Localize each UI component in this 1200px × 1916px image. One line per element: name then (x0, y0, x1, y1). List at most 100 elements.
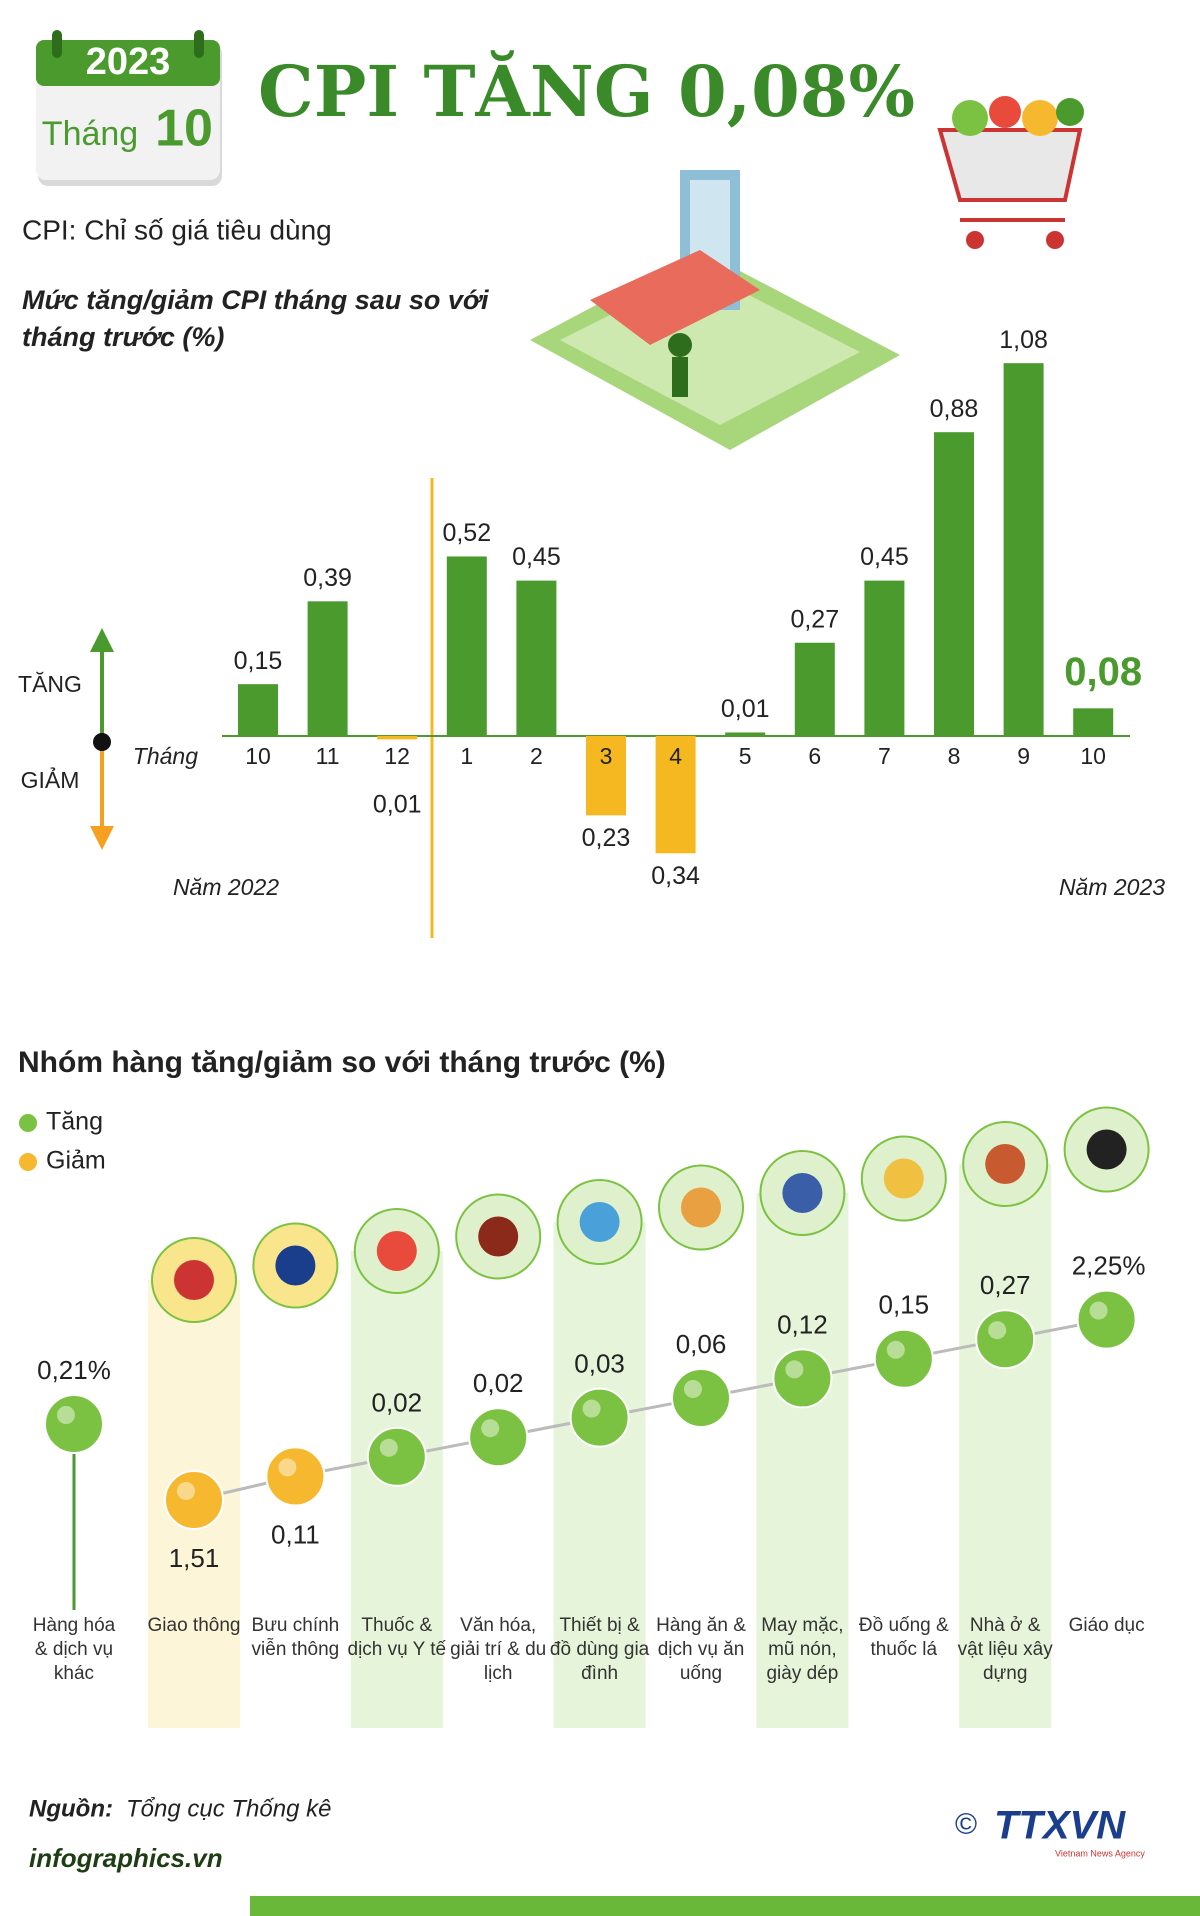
dot (366, 1426, 427, 1487)
period-label: Năm 2023 (1059, 874, 1165, 900)
subtitle: CPI: Chỉ số giá tiêu dùng (22, 214, 332, 245)
dot (671, 1368, 731, 1428)
category-label-box: Hàng hóa & dịch vụ khác (33, 1615, 115, 1684)
value-label: 0,27 (790, 605, 839, 633)
x-tick-label: 5 (739, 743, 752, 769)
dot (468, 1407, 529, 1468)
x-tick-label: 10 (1080, 743, 1106, 769)
legend-label: Tăng (46, 1108, 103, 1136)
agency: TTXVN (994, 1804, 1126, 1848)
value-label: 0,03 (574, 1348, 625, 1378)
x-tick-label: 6 (808, 743, 821, 769)
category-label: Văn hóa, giải trí & du lịch (450, 1615, 547, 1684)
dot (164, 1470, 224, 1530)
dot-highlight (988, 1321, 1007, 1340)
category-label-box: Bưu chính viễn thông (251, 1615, 340, 1660)
bar (238, 684, 278, 736)
category-icon-detail (478, 1216, 519, 1257)
down-arrow-head (90, 826, 114, 850)
category-icon-detail (376, 1231, 417, 1271)
value-label: 0,45 (860, 543, 909, 571)
column-highlight (959, 1164, 1052, 1728)
value-label: 0,08 (1064, 650, 1142, 694)
agency-sub: Vietnam News Agency (1055, 1848, 1145, 1858)
chart-title-box: Mức tăng/giảm CPI tháng sau so với tháng… (22, 285, 488, 352)
value-label: 0,01 (373, 791, 422, 819)
dot (772, 1348, 833, 1409)
x-tick-label: 7 (878, 743, 891, 769)
bar (655, 735, 696, 854)
dot-highlight (785, 1360, 804, 1379)
category-label-box: Thiết bị & đồ dùng gia đình (549, 1615, 650, 1684)
category-label-box: May mặc, mũ nón, giày dép (761, 1615, 843, 1684)
category-icon-detail (275, 1245, 316, 1286)
category-label-box: Nhà ở & vật liệu xây dựng (957, 1615, 1053, 1684)
value-label: 0,12 (777, 1309, 828, 1339)
up-label: TĂNG (18, 671, 82, 697)
store-illustration (530, 170, 900, 450)
category-label: Giao thông (147, 1615, 241, 1636)
column-highlight (756, 1193, 849, 1728)
dot-highlight (177, 1482, 195, 1500)
category-icon-detail (579, 1202, 620, 1242)
x-axis-label: Tháng (133, 743, 198, 769)
x-tick-label: 10 (245, 743, 271, 769)
value-label: 0,01 (721, 695, 770, 723)
dot-highlight (582, 1399, 601, 1418)
dot (265, 1446, 326, 1507)
cart-illustration (937, 96, 1084, 249)
category-icon-detail (883, 1158, 924, 1199)
source-label: Nguồn: (29, 1795, 113, 1822)
category-label-box: Hàng ăn & dịch vụ ăn uống (656, 1615, 746, 1684)
dot (569, 1387, 630, 1448)
calendar-ring (194, 30, 204, 58)
value-label: 0,02 (371, 1388, 422, 1418)
dot-highlight (886, 1340, 905, 1359)
value-label: 0,27 (980, 1270, 1031, 1300)
bar (1073, 708, 1114, 736)
legend-swatch (19, 1153, 37, 1171)
category-label: Đồ uống & thuốc lá (858, 1615, 949, 1660)
bar (864, 580, 905, 736)
up-arrow-head (90, 628, 114, 652)
value-label: 2,25% (1072, 1250, 1146, 1280)
bar (794, 642, 835, 736)
category-label: Thuốc & dịch vụ Y tế (347, 1615, 447, 1660)
category-icon-detail (681, 1187, 721, 1228)
category-label: Thiết bị & đồ dùng gia đình (549, 1615, 650, 1684)
legend-swatch (19, 1114, 37, 1132)
value-label: 0,15 (234, 647, 283, 675)
category-label-box: Thuốc & dịch vụ Y tế (347, 1615, 447, 1660)
x-tick-label: 9 (1017, 743, 1030, 769)
calendar-band (36, 40, 220, 86)
month-label: Tháng (42, 115, 138, 153)
value-label: 0,88 (930, 395, 979, 423)
origin-dot (93, 733, 111, 751)
page-title: CPI TĂNG 0,08% (258, 50, 915, 133)
category-label-box: Giáo dục (1068, 1615, 1145, 1636)
dot-highlight (379, 1438, 398, 1457)
x-tick-label: 12 (384, 743, 410, 769)
category-label: Giáo dục (1068, 1615, 1145, 1636)
value-label: 0,06 (676, 1329, 727, 1359)
dot (44, 1394, 104, 1454)
bar (377, 735, 418, 740)
category-icon-detail (985, 1144, 1026, 1184)
tick-layer: 10 11 12 1 2 3 4 5 6 7 8 9 10 (245, 743, 1106, 769)
category-icon-detail (174, 1260, 214, 1300)
bar (516, 580, 557, 736)
month: 10 (155, 100, 213, 158)
value-label: 0,34 (651, 862, 700, 890)
x-tick-label: 8 (948, 743, 961, 769)
bar (307, 601, 348, 736)
bar (934, 432, 974, 736)
dot-highlight (57, 1406, 75, 1424)
category-label: Bưu chính viễn thông (251, 1615, 340, 1660)
year: 2023 (86, 41, 171, 83)
period-label: Năm 2022 (173, 874, 279, 900)
category-label: Hàng ăn & dịch vụ ăn uống (656, 1615, 746, 1684)
category-label: Nhà ở & vật liệu xây dựng (957, 1615, 1053, 1684)
bar-layer: 0,15 0,39 0,01 0,52 0,45 0,23 0,34 0,01 0,27 0,45… (234, 326, 1142, 890)
dot (873, 1328, 934, 1389)
category-icon-detail (782, 1173, 823, 1213)
